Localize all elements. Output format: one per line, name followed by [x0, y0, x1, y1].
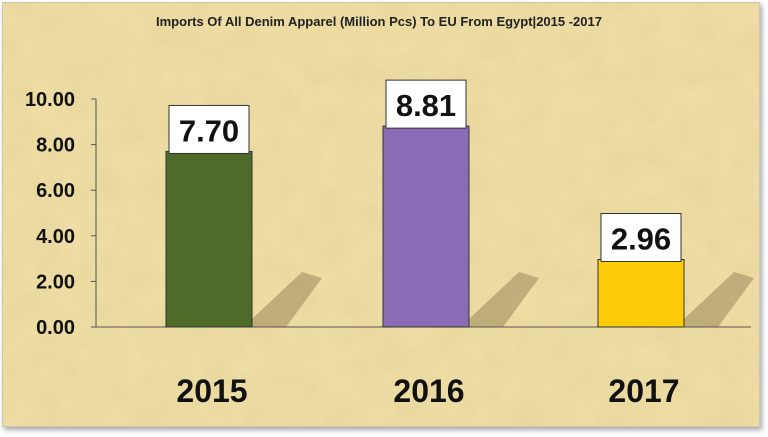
bar-shadow: [684, 272, 754, 327]
data-label-box: [385, 79, 467, 129]
y-tick-label: 10.00: [25, 89, 75, 111]
y-tick-label: 8.00: [36, 135, 75, 157]
data-labels: 7.70 8.81 2.96: [168, 79, 682, 263]
x-axis-labels: 2015 2016 2017: [176, 373, 679, 409]
data-label: 2.96: [611, 222, 671, 257]
y-tick-label: 2.00: [36, 271, 75, 293]
shadow-layer: [252, 272, 754, 327]
data-label: 8.81: [396, 88, 456, 123]
bar: [597, 259, 685, 328]
y-tick-label: 0.00: [36, 317, 75, 339]
x-tick-label: 2017: [608, 373, 679, 409]
chart-frame: Imports Of All Denim Apparel (Million Pc…: [2, 2, 760, 427]
data-label-box: [600, 213, 682, 263]
y-tick-label: 4.00: [36, 226, 75, 248]
x-tick-label: 2015: [176, 373, 247, 409]
bar-shadow: [252, 272, 322, 327]
bar: [382, 125, 470, 328]
chart-title: Imports Of All Denim Apparel (Million Pc…: [156, 14, 602, 29]
y-tick-label: 6.00: [36, 180, 75, 202]
data-label-box: [168, 104, 250, 154]
chart-canvas: Imports Of All Denim Apparel (Million Pc…: [3, 3, 759, 426]
data-label: 7.70: [179, 113, 239, 148]
x-tick-label: 2016: [393, 373, 464, 409]
bars: [165, 125, 685, 328]
bar-shadow: [469, 272, 539, 327]
bar: [165, 150, 253, 328]
